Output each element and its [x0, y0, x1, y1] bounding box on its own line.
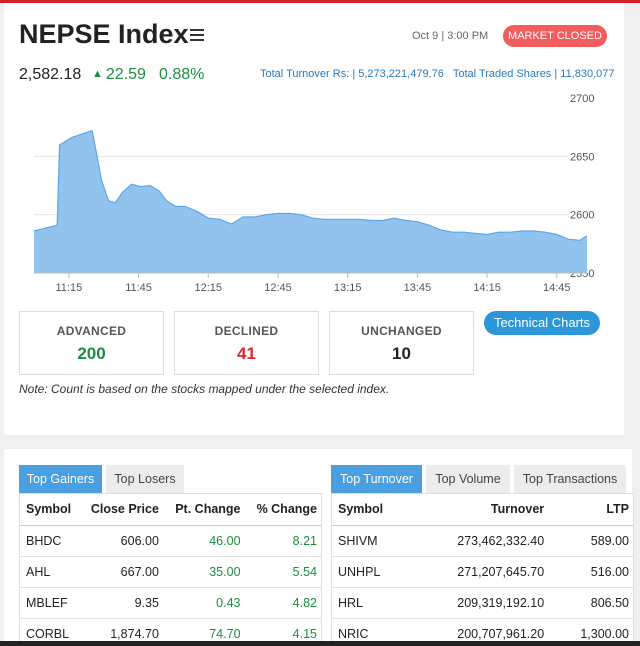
close-price-cell: 667.00	[80, 556, 165, 588]
ltp-cell: 1,300.00	[550, 618, 633, 645]
tab-top-volume[interactable]: Top Volume	[426, 465, 510, 493]
col-ltp[interactable]: LTP	[550, 494, 633, 526]
index-card: NEPSE Index Oct 9 | 3:00 PM MARKET CLOSE…	[4, 3, 624, 435]
table-row[interactable]: NRIC 200,707,961.20 1,300.00	[332, 618, 633, 645]
pct-change-cell: 4.82	[246, 587, 321, 619]
symbol-cell[interactable]: HRL	[332, 587, 412, 619]
symbol-cell[interactable]: UNHPL	[332, 556, 412, 588]
close-price-cell: 606.00	[80, 525, 165, 557]
table-row[interactable]: UNHPL 271,207,645.70 516.00	[332, 556, 633, 588]
symbol-cell[interactable]: MBLEF	[20, 587, 81, 619]
turnover-header-row: Symbol Turnover LTP	[332, 494, 633, 526]
ltp-cell: 516.00	[550, 556, 633, 588]
index-line-series	[33, 129, 588, 241]
table-row[interactable]: MBLEF 9.35 0.43 4.82	[20, 587, 321, 619]
col-symbol[interactable]: Symbol	[332, 494, 412, 526]
tab-top-gainers[interactable]: Top Gainers	[19, 465, 102, 493]
x-tick-label: 13:45	[404, 282, 432, 294]
pct-change-cell: 5.54	[246, 556, 321, 588]
declined-count: 41	[237, 344, 256, 363]
unchanged-box: UNCHANGED 10	[329, 311, 474, 375]
technical-charts-button[interactable]: Technical Charts	[484, 311, 600, 335]
turnover-table-box: Symbol Turnover LTP SHIVM 273,462,332.40 5…	[331, 493, 634, 646]
x-tick-label: 12:45	[264, 282, 292, 294]
col-close-price[interactable]: Close Price	[80, 494, 165, 526]
symbol-cell[interactable]: AHL	[20, 556, 81, 588]
col-pt-change[interactable]: Pt. Change	[164, 494, 247, 526]
symbol-cell[interactable]: CORBL	[20, 618, 81, 645]
symbol-cell[interactable]: NRIC	[332, 618, 412, 645]
declined-label: DECLINED	[214, 324, 279, 338]
turnover-table: Symbol Turnover LTP SHIVM 273,462,332.40 5…	[332, 494, 633, 645]
pt-change-cell: 0.43	[164, 587, 247, 619]
tab-top-transactions[interactable]: Top Transactions	[514, 465, 626, 493]
advanced-count: 200	[77, 344, 106, 363]
close-price-cell: 9.35	[80, 587, 165, 619]
page-title: NEPSE Index	[19, 19, 189, 49]
y-tick-label: 2700	[570, 93, 594, 105]
pt-change-cell: 35.00	[164, 556, 247, 588]
unchanged-label: UNCHANGED	[361, 324, 442, 338]
x-tick-label: 11:45	[125, 282, 152, 294]
market-stats: Total Turnover Rs: | 5,273,221,479.76 To…	[260, 68, 615, 80]
index-percent-change: 0.88%	[159, 66, 205, 83]
y-tick-label: 2650	[570, 151, 594, 163]
symbol-cell[interactable]: BHDC	[20, 525, 81, 557]
x-tick-label: 12:15	[194, 282, 222, 294]
pt-change-cell: 74.70	[164, 618, 247, 645]
advanced-box: ADVANCED 200	[19, 311, 164, 375]
table-row[interactable]: HRL 209,319,192.10 806.50	[332, 587, 633, 619]
advanced-label: ADVANCED	[56, 324, 127, 338]
turnover-cell: 273,462,332.40	[411, 525, 551, 557]
gainers-table-box: Symbol Close Price Pt. Change % Change B…	[19, 493, 322, 646]
market-datetime: Oct 9 | 3:00 PM	[412, 30, 489, 42]
index-area-series[interactable]	[34, 130, 587, 273]
col-turnover[interactable]: Turnover	[411, 494, 551, 526]
symbol-cell[interactable]: SHIVM	[332, 525, 412, 557]
table-row[interactable]: BHDC 606.00 46.00 8.21	[20, 525, 321, 557]
ltp-cell: 806.50	[550, 587, 633, 619]
bottom-scroll-bar	[0, 641, 640, 646]
col-pct-change[interactable]: % Change	[246, 494, 321, 526]
market-status-badge[interactable]: MARKET CLOSED	[503, 25, 607, 47]
x-tick-label: 14:45	[543, 282, 571, 294]
table-row[interactable]: SHIVM 273,462,332.40 589.00	[332, 525, 633, 557]
tab-top-losers[interactable]: Top Losers	[106, 465, 184, 493]
index-value: 2,582.18	[19, 66, 82, 83]
x-tick-label: 13:15	[334, 282, 362, 294]
turnover-cell: 200,707,961.20	[411, 618, 551, 645]
ltp-cell: 589.00	[550, 525, 633, 557]
hamburger-menu-icon[interactable]	[190, 29, 204, 43]
unchanged-count: 10	[392, 344, 411, 363]
pt-change-cell: 46.00	[164, 525, 247, 557]
turnover-cell: 271,207,645.70	[411, 556, 551, 588]
x-tick-label: 14:15	[473, 282, 501, 294]
index-change-value: 22.59	[105, 66, 146, 83]
table-row[interactable]: CORBL 1,874.70 74.70 4.15	[20, 618, 321, 645]
top-accent-line	[0, 0, 640, 3]
gainers-table: Symbol Close Price Pt. Change % Change B…	[20, 494, 321, 645]
x-tick-label: 11:15	[55, 282, 82, 294]
pct-change-cell: 8.21	[246, 525, 321, 557]
close-price-cell: 1,874.70	[80, 618, 165, 645]
gainers-header-row: Symbol Close Price Pt. Change % Change	[20, 494, 321, 526]
turnover-cell: 209,319,192.10	[411, 587, 551, 619]
total-turnover: Total Turnover Rs: | 5,273,221,479.76	[260, 68, 444, 80]
total-traded-shares: Total Traded Shares | 11,830,077	[452, 68, 615, 80]
index-change: ▲ 22.59	[92, 66, 146, 84]
pct-change-cell: 4.15	[246, 618, 321, 645]
table-row[interactable]: AHL 667.00 35.00 5.54	[20, 556, 321, 588]
declined-box: DECLINED 41	[174, 311, 319, 375]
col-symbol[interactable]: Symbol	[20, 494, 81, 526]
tab-top-turnover[interactable]: Top Turnover	[331, 465, 422, 493]
y-tick-label: 2600	[570, 210, 594, 222]
index-note: Note: Count is based on the stocks mappe…	[19, 382, 390, 396]
caret-up-icon: ▲	[92, 68, 103, 80]
